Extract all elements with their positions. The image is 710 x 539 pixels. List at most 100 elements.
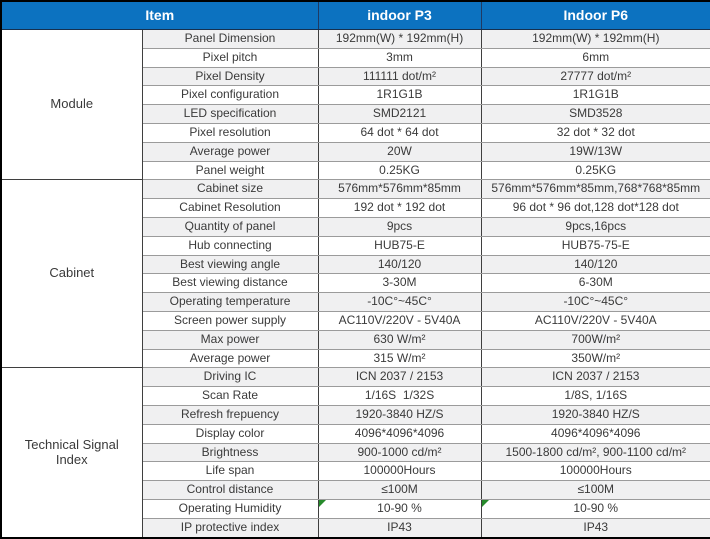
table-row: IP protective index IP43 IP43 bbox=[1, 517, 710, 539]
item-cell: Cabinet Resolution bbox=[141, 198, 319, 218]
value-cell-p3: 192 dot * 192 dot bbox=[317, 198, 482, 218]
item-cell: Best viewing distance bbox=[141, 273, 319, 294]
table-row: Operating Humidity 10-90 % 10-90 % bbox=[1, 498, 710, 519]
value-cell-p6: AC110V/220V - 5V40A bbox=[480, 310, 710, 331]
section-cell-cabinet: Cabinet bbox=[0, 179, 143, 369]
value-cell-p6: SMD3528 bbox=[480, 104, 710, 124]
table-row: Pixel resolution 64 dot * 64 dot 32 dot * … bbox=[1, 122, 710, 143]
value-cell-p6: -10C°~45C° bbox=[480, 292, 710, 312]
table-row: Display color 4096*4096*4096 4096*4096*409… bbox=[1, 423, 710, 444]
value-cell-p3: -10C°~45C° bbox=[317, 292, 482, 312]
item-cell: Scan Rate bbox=[141, 386, 319, 406]
cell-flag-triangle-icon bbox=[319, 500, 326, 507]
value-cell-p3: 1R1G1B bbox=[317, 85, 482, 106]
table-row: Cabinet Resolution 192 dot * 192 dot 96 do… bbox=[1, 198, 710, 218]
value-cell-p6: 1920-3840 HZ/S bbox=[480, 404, 710, 425]
value-cell-p6: IP43 bbox=[480, 517, 710, 539]
value-cell-p3: 3mm bbox=[317, 47, 482, 68]
item-cell: Hub connecting bbox=[141, 235, 319, 256]
item-cell: Operating Humidity bbox=[141, 498, 319, 519]
table-row: Pixel Density 111111 dot/m² 27777 dot/m² bbox=[1, 66, 710, 87]
table-row: Quantity of panel 9pcs 9pcs,16pcs bbox=[1, 216, 710, 237]
item-cell: Life span bbox=[141, 461, 319, 482]
value-cell-p3: 64 dot * 64 dot bbox=[317, 122, 482, 143]
table-row: Pixel configuration 1R1G1B 1R1G1B bbox=[1, 85, 710, 106]
table-row: Panel weight 0.25KG 0.25KG bbox=[1, 160, 710, 181]
value-cell-p6: 140/120 bbox=[480, 254, 710, 275]
item-cell: Operating temperature bbox=[141, 292, 319, 312]
value-cell-p6: HUB75-75-E bbox=[480, 235, 710, 256]
item-cell: Cabinet size bbox=[141, 179, 319, 200]
value-cell-p6: 4096*4096*4096 bbox=[480, 423, 710, 444]
value-cell-p3: 630 W/m² bbox=[317, 329, 482, 350]
spec-table-body: Module Panel Dimension 192mm(W) * 192mm(H)… bbox=[0, 28, 710, 539]
value-cell-p3: 20W bbox=[317, 141, 482, 162]
value-cell-p6: 27777 dot/m² bbox=[480, 66, 710, 87]
item-cell: Panel Dimension bbox=[141, 29, 319, 49]
value-cell-p3: SMD2121 bbox=[317, 104, 482, 124]
value-cell-p3: 1920-3840 HZ/S bbox=[317, 404, 482, 425]
value-cell-p3: 111111 dot/m² bbox=[317, 66, 482, 87]
value-cell-p3: 4096*4096*4096 bbox=[317, 423, 482, 444]
item-cell: Control distance bbox=[141, 480, 319, 500]
value-cell-p6: 700W/m² bbox=[480, 329, 710, 350]
item-cell: LED specification bbox=[141, 104, 319, 124]
table-row: Scan Rate 1/16S 1/32S 1/8S, 1/16S bbox=[1, 386, 710, 406]
item-cell: Average power bbox=[141, 141, 319, 162]
value-cell-p6: 6mm bbox=[480, 47, 710, 68]
value-cell-p6: 192mm(W) * 192mm(H) bbox=[480, 29, 710, 49]
value-cell-p3: 3-30M bbox=[317, 273, 482, 294]
value-cell-p3: 315 W/m² bbox=[317, 348, 482, 369]
value-cell-p3: ≤100M bbox=[317, 480, 482, 500]
cell-flag-triangle-icon bbox=[482, 500, 489, 507]
table-row: Average power 315 W/m² 350W/m² bbox=[1, 348, 710, 369]
value-cell-p6: 1R1G1B bbox=[480, 85, 710, 106]
value-cell-p6: 19W/13W bbox=[480, 141, 710, 162]
table-row: Best viewing angle 140/120 140/120 bbox=[1, 254, 710, 275]
value-cell-p3: 0.25KG bbox=[317, 160, 482, 181]
table-row: Max power 630 W/m² 700W/m² bbox=[1, 329, 710, 350]
value-cell-p3: IP43 bbox=[317, 517, 482, 539]
item-cell: IP protective index bbox=[141, 517, 319, 539]
value-cell-p6: 10-90 % bbox=[480, 498, 710, 519]
item-cell: Max power bbox=[141, 329, 319, 350]
item-cell: Pixel Density bbox=[141, 66, 319, 87]
table-row: Pixel pitch 3mm 6mm bbox=[1, 47, 710, 68]
value-cell-p6: 576mm*576mm*85mm,768*768*85mm bbox=[480, 179, 710, 200]
table-row: Refresh frepuency 1920-3840 HZ/S 1920-3840… bbox=[1, 404, 710, 425]
table-row: Module Panel Dimension 192mm(W) * 192mm(H)… bbox=[0, 28, 710, 181]
value-cell-p6: 350W/m² bbox=[480, 348, 710, 369]
value-cell-p3: ICN 2037 / 2153 bbox=[317, 367, 482, 388]
header-indoor-p6: Indoor P6 bbox=[480, 0, 710, 30]
table-row: Technical Signal Index Driving IC ICN 2037… bbox=[0, 367, 710, 539]
value-cell-p6: 1/8S, 1/16S bbox=[480, 386, 710, 406]
item-cell: Pixel pitch bbox=[141, 47, 319, 68]
value-cell-p6: ≤100M bbox=[480, 480, 710, 500]
value-cell-p3: 576mm*576mm*85mm bbox=[317, 179, 482, 200]
header-item: Item bbox=[0, 0, 319, 30]
value-cell-p3: 192mm(W) * 192mm(H) bbox=[317, 29, 482, 49]
item-cell: Brightness bbox=[141, 442, 319, 463]
item-cell: Panel weight bbox=[141, 160, 319, 181]
section-cell-module: Module bbox=[0, 28, 143, 181]
section-cell-technical-signal-index: Technical Signal Index bbox=[0, 367, 143, 539]
table-row: Best viewing distance 3-30M 6-30M bbox=[1, 273, 710, 294]
value-cell-p3: AC110V/220V - 5V40A bbox=[317, 310, 482, 331]
header-indoor-p3: indoor P3 bbox=[317, 0, 482, 30]
item-cell: Best viewing angle bbox=[141, 254, 319, 275]
value-cell-p6: 96 dot * 96 dot,128 dot*128 dot bbox=[480, 198, 710, 218]
item-cell: Display color bbox=[141, 423, 319, 444]
value-cell-p6: 9pcs,16pcs bbox=[480, 216, 710, 237]
value-cell-p3: HUB75-E bbox=[317, 235, 482, 256]
table-row: Screen power supply AC110V/220V - 5V40A AC… bbox=[1, 310, 710, 331]
item-cell: Average power bbox=[141, 348, 319, 369]
table-row: Cabinet Cabinet size 576mm*576mm*85mm 576mm… bbox=[0, 179, 710, 369]
value-cell-p6: 32 dot * 32 dot bbox=[480, 122, 710, 143]
table-row: Average power 20W 19W/13W bbox=[1, 141, 710, 162]
value-cell-p6: ICN 2037 / 2153 bbox=[480, 367, 710, 388]
item-cell: Driving IC bbox=[141, 367, 319, 388]
value-cell-p6: 6-30M bbox=[480, 273, 710, 294]
table-row: LED specification SMD2121 SMD3528 bbox=[1, 104, 710, 124]
value-cell-p6: 0.25KG bbox=[480, 160, 710, 181]
